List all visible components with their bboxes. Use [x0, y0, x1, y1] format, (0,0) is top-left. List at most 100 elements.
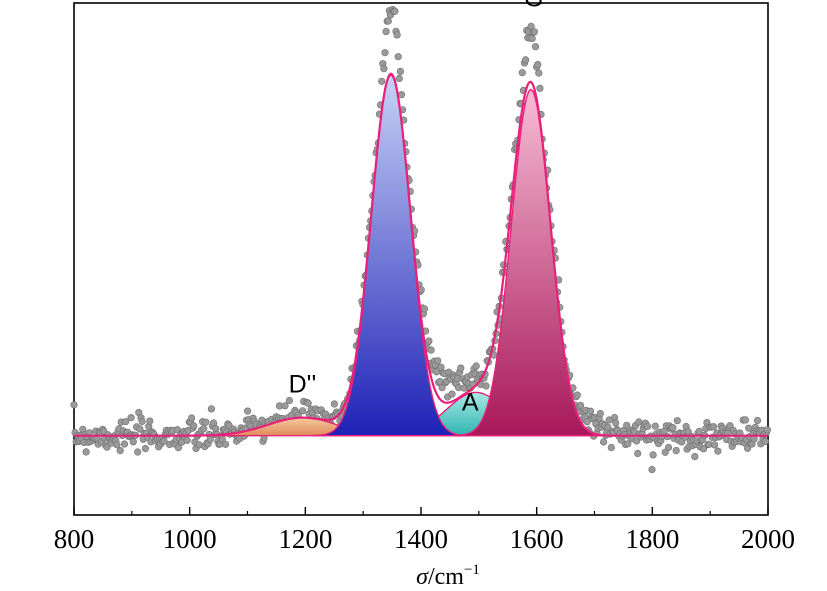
- scatter-point-60: [136, 425, 144, 433]
- scatter-point-286: [384, 17, 392, 25]
- x-tick-label-2000: 2000: [741, 524, 795, 554]
- scatter-point-125: [207, 405, 215, 413]
- scatter-point-573: [699, 445, 708, 453]
- scatter-point-458: [573, 391, 581, 399]
- scatter-point-58: [134, 448, 142, 456]
- scatter-point-352: [457, 364, 465, 372]
- scatter-point-424: [536, 84, 544, 92]
- scatter-point-138: [222, 440, 230, 448]
- scatter-point-611: [741, 416, 750, 424]
- scatter-point-411: [521, 56, 530, 64]
- x-tick-label-1000: 1000: [163, 524, 217, 554]
- scatter-point-629: [761, 437, 769, 446]
- scatter-point-504: [624, 440, 632, 448]
- scatter-point-549: [673, 417, 681, 425]
- scatter-point-419: [530, 28, 539, 36]
- scatter-point-331: [434, 357, 442, 365]
- scatter-point-375: [482, 382, 490, 390]
- scatter-point-631: [763, 426, 772, 434]
- scatter-point-282: [380, 65, 388, 73]
- scatter-point-213: [304, 399, 312, 407]
- scatter-point-39: [113, 441, 121, 449]
- x-axis-unit: /cm: [428, 564, 464, 590]
- x-tick-label-1800: 1800: [625, 524, 679, 554]
- scatter-point-541: [664, 443, 673, 452]
- scatter-point-583: [710, 441, 719, 449]
- scatter-point-82: [160, 437, 168, 445]
- peak-labels: DGD''A: [289, 0, 544, 416]
- scatter-point-297: [396, 67, 405, 75]
- scatter-point-526: [648, 466, 656, 474]
- scatter-point-319: [420, 305, 429, 313]
- scatter-point-292: [391, 7, 399, 15]
- scatter-point-461: [576, 401, 585, 410]
- scatter-point-11: [82, 448, 90, 456]
- x-tick-label-800: 800: [54, 524, 95, 554]
- peak-label-1: G: [524, 0, 543, 13]
- x-ticks: 800 1000 1200 1400 1600 1800 2000: [54, 507, 795, 554]
- scatter-point-512: [632, 437, 641, 445]
- scatter-point-30: [103, 443, 111, 451]
- scatter-point-196: [285, 396, 294, 405]
- scatter-point-522: [643, 422, 652, 430]
- scatter-point-158: [244, 407, 252, 415]
- scatter-point-120: [202, 418, 210, 426]
- scatter-point-420: [531, 43, 540, 51]
- scatter-point-69: [146, 417, 154, 425]
- scatter-point-295: [394, 53, 402, 61]
- scatter-point-323: [425, 337, 433, 345]
- scatter-point-118: [200, 425, 208, 433]
- scatter-point-95: [174, 444, 182, 452]
- scatter-point-0: [70, 401, 78, 409]
- x-axis-exponent: −1: [464, 562, 480, 578]
- scatter-point-54: [129, 438, 137, 446]
- peak-area-0: [311, 74, 470, 437]
- scatter-point-62: [138, 417, 146, 426]
- scatter-point-280: [378, 77, 386, 85]
- scatter-point-417: [528, 34, 536, 43]
- x-tick-label-1200: 1200: [278, 524, 332, 554]
- scatter-point-622: [753, 416, 762, 425]
- scatter-point-486: [604, 423, 612, 431]
- scatter-point-614: [745, 424, 753, 432]
- scatter-point-513: [634, 449, 642, 458]
- scatter-point-283: [381, 49, 389, 57]
- scatter-point-470: [586, 407, 595, 415]
- x-tick-label-1400: 1400: [394, 524, 448, 554]
- scatter-point-482: [599, 438, 608, 446]
- scatter-point-192: [281, 402, 289, 410]
- scatter-point-325: [427, 346, 435, 354]
- scatter-point-296: [395, 74, 403, 83]
- scatter-point-52: [127, 414, 135, 422]
- scatter-point-335: [438, 384, 446, 392]
- scatter-point-42: [116, 447, 124, 455]
- scatter-point-47: [121, 418, 130, 426]
- scatter-point-489: [607, 443, 615, 452]
- x-axis-symbol: σ: [416, 564, 429, 590]
- peak-label-2: D'': [289, 370, 317, 398]
- scatter-point-237: [330, 400, 339, 408]
- scatter-point-109: [190, 422, 198, 430]
- scatter-point-423: [535, 69, 543, 77]
- x-tick-label-1600: 1600: [510, 524, 564, 554]
- scatter-point-467: [583, 418, 591, 426]
- scatter-point-565: [691, 453, 699, 461]
- x-axis-title: σ/cm−1: [416, 562, 480, 590]
- scatter-point-479: [596, 410, 604, 418]
- scatter-point-65: [141, 445, 149, 453]
- scatter-point-548: [672, 447, 680, 455]
- scatter-point-208: [299, 407, 307, 415]
- scatter-point-294: [393, 31, 401, 39]
- scatter-point-545: [669, 424, 677, 432]
- fit-envelope-line: [74, 72, 768, 437]
- scatter-point-366: [472, 362, 480, 370]
- scatter-point-107: [188, 414, 196, 422]
- scatter-point-408: [518, 69, 526, 77]
- scatter-point-527: [649, 451, 657, 459]
- scatter-point-493: [612, 419, 620, 427]
- scatter-point-529: [651, 422, 659, 430]
- scatter-point-46: [120, 440, 129, 448]
- scatter-point-569: [695, 427, 703, 436]
- scatter-point-422: [534, 60, 542, 69]
- scatter-point-344: [448, 390, 456, 398]
